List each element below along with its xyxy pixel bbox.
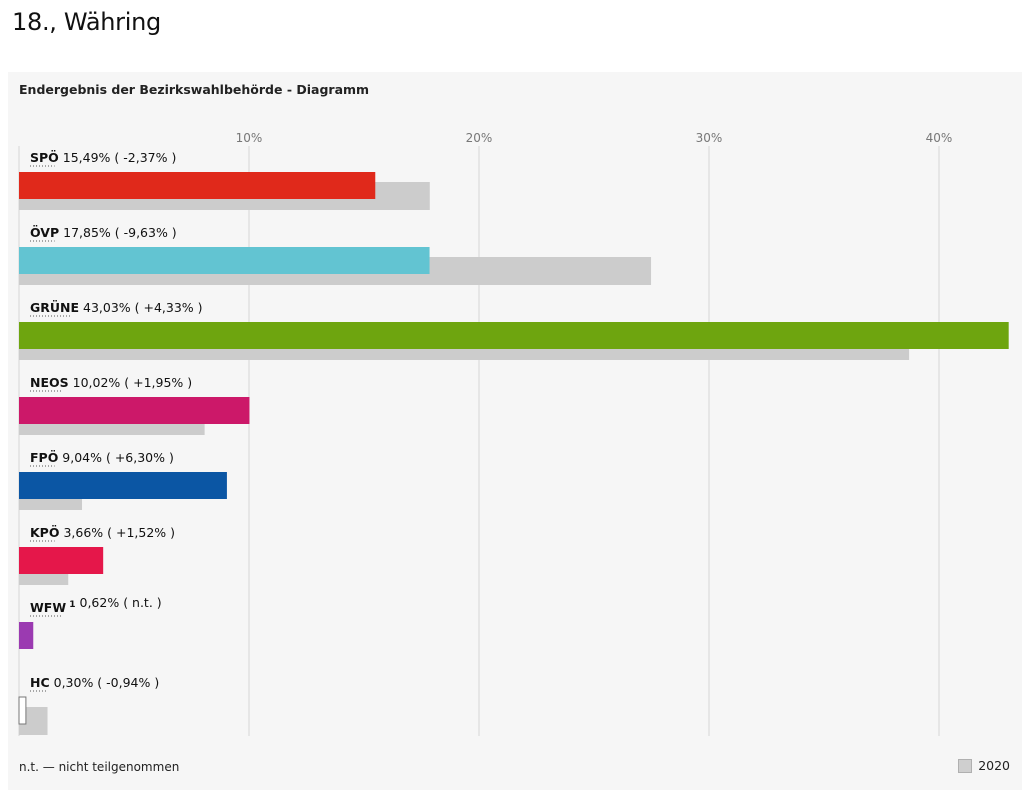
bar-label-0: SPÖ 15,49% ( -2,37% ): [30, 150, 176, 165]
bar-current-ÖVP: [19, 247, 430, 274]
party-result: 9,04% ( +6,30% ): [58, 450, 174, 465]
party-result: 3,66% ( +1,52% ): [59, 525, 175, 540]
footnote: n.t. — nicht teilgenommen: [19, 760, 180, 774]
party-name: GRÜNE: [30, 300, 79, 315]
party-result: 15,49% ( -2,37% ): [59, 150, 177, 165]
party-result: 10,02% ( +1,95% ): [69, 375, 193, 390]
bar-current-SPÖ: [19, 172, 376, 199]
party-name: WFW: [30, 600, 66, 615]
bar-current-NEOS: [19, 397, 250, 424]
x-tick-label: 20%: [466, 131, 493, 145]
legend: 2020: [958, 758, 1010, 773]
party-result: 0,62% ( n.t. ): [76, 595, 162, 610]
party-name: HC: [30, 675, 50, 690]
party-name: KPÖ: [30, 525, 59, 540]
bar-current-HC: [18, 696, 27, 725]
x-tick-label: 30%: [696, 131, 723, 145]
page-title: 18., Währing: [12, 8, 161, 36]
bar-label-4: FPÖ 9,04% ( +6,30% ): [30, 450, 174, 465]
x-tick-label: 10%: [236, 131, 263, 145]
bar-current-FPÖ: [19, 472, 227, 499]
bar-label-2: GRÜNE 43,03% ( +4,33% ): [30, 300, 203, 315]
party-result: 0,30% ( -0,94% ): [50, 675, 160, 690]
x-tick-label: 40%: [926, 131, 953, 145]
party-footnote-marker: 1: [66, 600, 75, 610]
party-result: 43,03% ( +4,33% ): [79, 300, 203, 315]
chart-title: Endergebnis der Bezirkswahlbehörde - Dia…: [19, 82, 370, 97]
bar-label-6: WFW 1 0,62% ( n.t. ): [30, 595, 162, 615]
bar-current-GRÜNE: [19, 322, 1009, 349]
bar-current-WFW: [19, 622, 34, 649]
bar-label-3: NEOS 10,02% ( +1,95% ): [30, 375, 192, 390]
bar-label-1: ÖVP 17,85% ( -9,63% ): [30, 225, 177, 240]
legend-swatch-2020: [958, 758, 973, 773]
party-result: 17,85% ( -9,63% ): [59, 225, 177, 240]
bar-current-KPÖ: [19, 547, 104, 574]
party-name: SPÖ: [30, 150, 59, 165]
party-name: NEOS: [30, 375, 69, 390]
bar-label-5: KPÖ 3,66% ( +1,52% ): [30, 525, 175, 540]
party-name: ÖVP: [30, 225, 59, 240]
bar-label-7: HC 0,30% ( -0,94% ): [30, 675, 159, 690]
party-name: FPÖ: [30, 450, 58, 465]
legend-label-2020: 2020: [978, 758, 1010, 773]
